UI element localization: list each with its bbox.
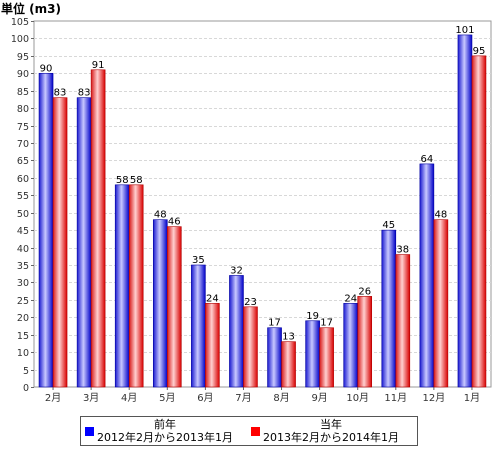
bar-previous-year	[191, 264, 206, 388]
x-tick-label: 11月	[384, 392, 407, 404]
data-label: 48	[154, 210, 167, 221]
y-tick-label: 10	[17, 348, 29, 359]
x-tick-label: 1月	[464, 392, 480, 404]
axes: 0 5 10 15 20 25 30 35 40 45 50 55 60 65 70 75 80 85 90 95 10…	[11, 17, 480, 404]
bar-current-year	[90, 69, 106, 388]
y-tick-label: 40	[17, 244, 29, 255]
x-tick-label: 2月	[45, 392, 61, 404]
data-label: 58	[130, 175, 143, 186]
data-label: 45	[382, 220, 395, 231]
bar-previous-year	[114, 184, 130, 388]
bar-current-year	[281, 341, 296, 388]
y-tick-label: 55	[17, 191, 29, 202]
x-tick-label: 4月	[121, 392, 137, 404]
data-label: 38	[396, 245, 409, 256]
data-label: 35	[192, 255, 205, 266]
data-label: 91	[92, 60, 105, 71]
bar-previous-year	[267, 327, 282, 388]
y-tick-label: 5	[23, 366, 29, 377]
x-tick-label: 9月	[311, 392, 327, 404]
bar-current-year	[52, 97, 68, 388]
y-tick-label: 35	[17, 261, 29, 272]
y-tick-label: 100	[11, 34, 29, 45]
data-label: 19	[306, 311, 319, 322]
y-tick-label: 90	[17, 69, 29, 80]
legend: 前年 2012年2月から2013年1月 当年 2013年2月から2014年1月	[80, 416, 418, 446]
x-tick-label: 7月	[235, 392, 251, 404]
bar-previous-year	[76, 97, 92, 388]
data-label: 90	[40, 63, 53, 74]
bar-previous-year	[305, 320, 320, 388]
plot-area	[33, 20, 492, 388]
y-tick-label: 50	[17, 209, 29, 220]
bar-current-year	[319, 327, 334, 388]
data-label: 17	[320, 318, 333, 329]
x-tick-label: 8月	[273, 392, 289, 404]
y-tick-label: 85	[17, 87, 29, 98]
data-label: 83	[78, 88, 91, 99]
x-tick-label: 6月	[197, 392, 213, 404]
legend-item-previous-year: 前年 2012年2月から2013年1月	[85, 417, 251, 445]
x-tick-label: 5月	[159, 392, 175, 404]
data-label: 58	[116, 175, 129, 186]
bars	[38, 34, 487, 388]
bar-previous-year	[381, 229, 397, 388]
bar-current-year	[243, 306, 258, 388]
bar-current-year	[205, 303, 220, 388]
bar-current-year	[471, 55, 487, 388]
data-label: 46	[168, 217, 181, 228]
bar-previous-year	[457, 34, 473, 388]
data-label: 24	[344, 293, 357, 304]
bar-previous-year	[419, 163, 435, 388]
y-tick-label: 30	[17, 278, 29, 289]
y-tick-label: 20	[17, 313, 29, 324]
bar-previous-year	[343, 303, 359, 388]
legend-series-name: 前年	[154, 418, 176, 431]
y-tick-label: 25	[17, 296, 29, 307]
y-tick-label: 105	[11, 17, 29, 28]
bar-previous-year	[229, 275, 244, 388]
legend-item-current-year: 当年 2013年2月から2014年1月	[251, 417, 417, 445]
x-tick-label: 12月	[423, 392, 446, 404]
y-tick-label: 95	[17, 52, 29, 63]
bar-current-year	[128, 184, 144, 388]
data-label: 13	[282, 332, 295, 343]
data-label: 95	[473, 46, 486, 57]
y-tick-label: 15	[17, 331, 29, 342]
legend-series-period: 2013年2月から2014年1月	[263, 431, 399, 444]
y-tick-label: 65	[17, 156, 29, 167]
data-label: 64	[421, 154, 434, 165]
y-tick-label: 70	[17, 139, 29, 150]
data-label: 24	[206, 293, 219, 304]
bar-current-year	[166, 226, 182, 388]
data-label: 32	[230, 265, 243, 276]
bar-current-year	[357, 296, 373, 388]
legend-series-period: 2012年2月から2013年1月	[97, 431, 233, 444]
data-label: 26	[358, 286, 371, 297]
data-label: 83	[54, 88, 67, 99]
unit-label: 単位 (m3)	[1, 1, 61, 16]
grid-lines	[33, 20, 492, 388]
data-label: 48	[435, 210, 448, 221]
x-tick-label: 3月	[83, 392, 99, 404]
bar-previous-year	[38, 72, 54, 388]
y-tick-label: 80	[17, 104, 29, 115]
data-label: 101	[455, 25, 474, 36]
legend-series-name: 当年	[320, 418, 342, 431]
y-tick-label: 45	[17, 226, 29, 237]
bar-previous-year	[152, 219, 168, 388]
data-label: 17	[268, 318, 281, 329]
x-tick-label: 10月	[346, 392, 369, 404]
legend-swatch-blue	[85, 426, 94, 436]
bar-current-year	[395, 254, 411, 388]
legend-swatch-red	[251, 426, 260, 436]
y-tick-label: 75	[17, 122, 29, 133]
data-label: 23	[244, 297, 257, 308]
y-tick-label: 0	[23, 383, 29, 394]
y-tick-label: 60	[17, 174, 29, 185]
bar-current-year	[433, 219, 449, 388]
